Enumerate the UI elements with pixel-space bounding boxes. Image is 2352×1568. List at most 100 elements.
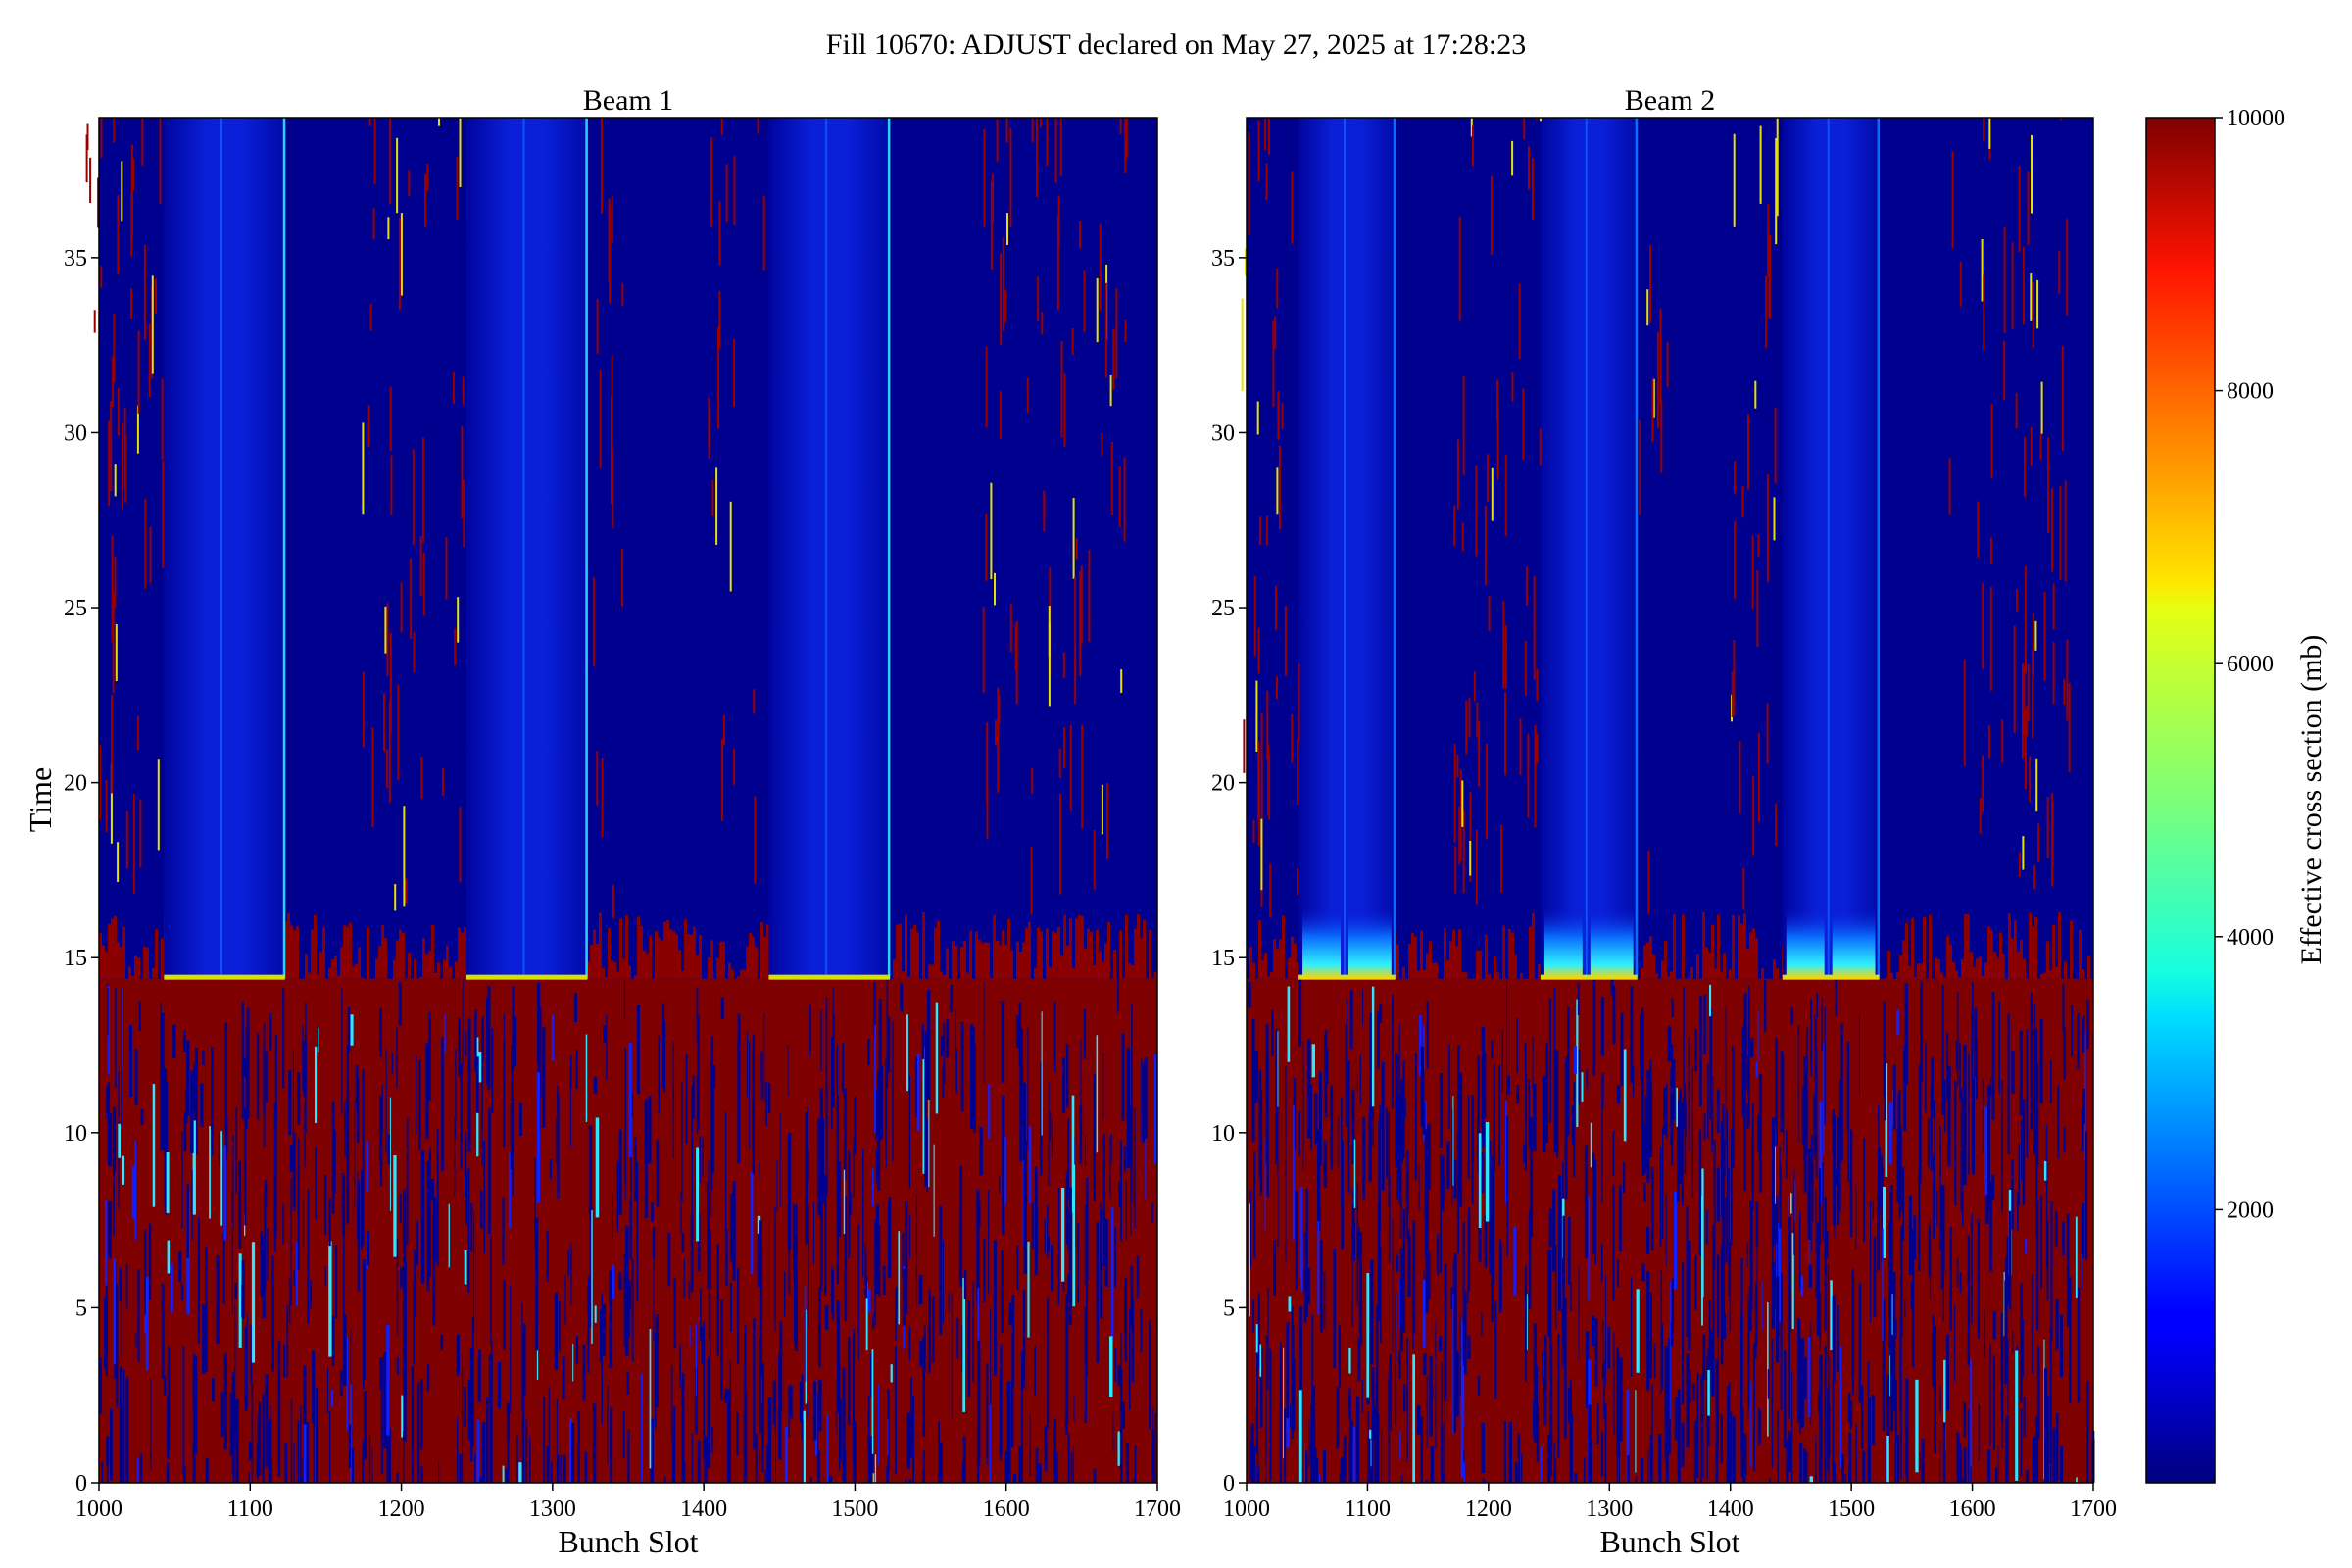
noise-stripe bbox=[1339, 1473, 1342, 1483]
noise-stripe bbox=[1872, 1200, 1874, 1219]
noise-stripe bbox=[818, 1379, 822, 1432]
noise-stripe bbox=[788, 1166, 791, 1296]
noise-stripe bbox=[1481, 1152, 1485, 1194]
noise-stripe bbox=[1942, 1422, 1946, 1483]
streak bbox=[113, 118, 116, 143]
noisy-edge-column bbox=[1429, 941, 1432, 979]
noise-stripe bbox=[1832, 1380, 1835, 1483]
noise-stripe bbox=[1665, 1194, 1667, 1265]
streak bbox=[2039, 433, 2042, 460]
noisy-edge-column bbox=[1444, 927, 1446, 979]
noisy-edge-column bbox=[1154, 971, 1157, 979]
noisy-edge-column bbox=[1523, 920, 1526, 979]
train-edge-line bbox=[585, 118, 588, 979]
noise-stripe bbox=[1041, 1011, 1043, 1136]
noise-stripe bbox=[1594, 1159, 1597, 1265]
noise-stripe bbox=[1422, 1279, 1426, 1348]
noise-stripe bbox=[1570, 1282, 1572, 1311]
noise-stripe bbox=[680, 1193, 682, 1235]
noise-stripe bbox=[1326, 1049, 1329, 1084]
noisy-region-stripes bbox=[99, 978, 1157, 1483]
noise-stripe bbox=[1540, 1445, 1543, 1483]
noisy-edge-column bbox=[161, 938, 164, 979]
noise-stripe bbox=[1858, 1014, 1860, 1096]
noisy-edge-column bbox=[1914, 977, 1917, 979]
noise-stripe bbox=[2082, 1016, 2085, 1053]
noise-stripe bbox=[824, 1174, 827, 1296]
streak bbox=[2066, 219, 2069, 316]
noise-stripe bbox=[888, 1203, 892, 1279]
noise-stripe bbox=[106, 1452, 109, 1483]
train-bottom-edge bbox=[768, 974, 890, 980]
streak bbox=[1006, 213, 1008, 245]
noise-stripe bbox=[116, 1284, 119, 1408]
noise-stripe bbox=[396, 1027, 398, 1089]
noise-stripe bbox=[534, 1157, 536, 1250]
streak bbox=[990, 482, 993, 580]
noisy-edge-column bbox=[972, 960, 975, 979]
streak bbox=[1256, 401, 1259, 435]
noise-stripe bbox=[136, 1457, 139, 1483]
noise-stripe bbox=[1550, 1344, 1553, 1456]
streak bbox=[426, 164, 429, 191]
noisy-edge-column bbox=[1641, 967, 1643, 979]
noisy-edge-column bbox=[687, 933, 690, 979]
noise-stripe bbox=[592, 1402, 597, 1483]
noise-stripe bbox=[1477, 1055, 1480, 1173]
noise-stripe bbox=[2059, 1350, 2064, 1377]
noise-stripe bbox=[1841, 1453, 1844, 1483]
streak bbox=[2046, 797, 2049, 858]
noise-stripe bbox=[134, 1049, 138, 1105]
noise-stripe bbox=[1285, 1121, 1287, 1263]
noise-stripe bbox=[848, 1150, 851, 1258]
streak bbox=[1265, 163, 1268, 201]
noise-stripe bbox=[1596, 1403, 1599, 1444]
noise-stripe bbox=[1617, 1259, 1619, 1287]
streak bbox=[2013, 625, 2016, 734]
noisy-edge-column bbox=[669, 929, 672, 979]
noise-stripe bbox=[825, 1085, 828, 1196]
noise-stripe bbox=[993, 1240, 997, 1376]
noise-stripe bbox=[2025, 1238, 2028, 1254]
noise-stripe bbox=[572, 1343, 574, 1382]
streak bbox=[1768, 277, 1771, 318]
streak bbox=[1500, 824, 1503, 893]
noise-stripe bbox=[1642, 1263, 1645, 1282]
noise-stripe bbox=[711, 1427, 713, 1453]
streak bbox=[396, 137, 399, 214]
train-glow bbox=[1786, 908, 1825, 979]
noisy-edge-column bbox=[1958, 977, 1961, 979]
noise-stripe bbox=[658, 1036, 660, 1114]
noisy-edge-column bbox=[1685, 971, 1688, 979]
noise-stripe bbox=[1619, 1185, 1622, 1251]
noisy-edge-column bbox=[1435, 962, 1438, 979]
noise-stripe bbox=[918, 1274, 923, 1304]
noise-stripe bbox=[1786, 1129, 1788, 1179]
noise-stripe bbox=[2046, 1395, 2049, 1483]
noisy-edge-column bbox=[758, 923, 760, 979]
noise-stripe bbox=[612, 1193, 613, 1238]
noisy-edge-column bbox=[1072, 967, 1075, 979]
noisy-edge-column bbox=[672, 931, 675, 979]
noise-stripe bbox=[2043, 1160, 2047, 1181]
noise-stripe bbox=[1545, 1043, 1548, 1144]
noisy-edge-column bbox=[728, 962, 731, 979]
noisy-edge-column bbox=[1529, 926, 1532, 979]
noisy-edge-column bbox=[299, 944, 302, 979]
noise-stripe bbox=[763, 1013, 765, 1102]
noise-stripe bbox=[503, 1042, 506, 1148]
noise-stripe bbox=[1340, 1456, 1344, 1483]
streak bbox=[373, 118, 376, 185]
noise-stripe bbox=[160, 1065, 162, 1151]
noise-stripe bbox=[1623, 1162, 1626, 1194]
streak bbox=[1731, 671, 1734, 717]
noise-stripe bbox=[1521, 1453, 1523, 1483]
noise-stripe bbox=[794, 1281, 796, 1343]
figure-title: Fill 10670: ADJUST declared on May 27, 2… bbox=[826, 28, 1526, 61]
noise-stripe bbox=[1343, 1435, 1347, 1483]
noise-stripe bbox=[704, 1440, 707, 1483]
noise-stripe bbox=[1888, 1102, 1892, 1165]
noise-stripe bbox=[933, 1144, 935, 1237]
noisy-edge-column bbox=[437, 962, 440, 979]
noise-stripe bbox=[290, 1178, 292, 1306]
